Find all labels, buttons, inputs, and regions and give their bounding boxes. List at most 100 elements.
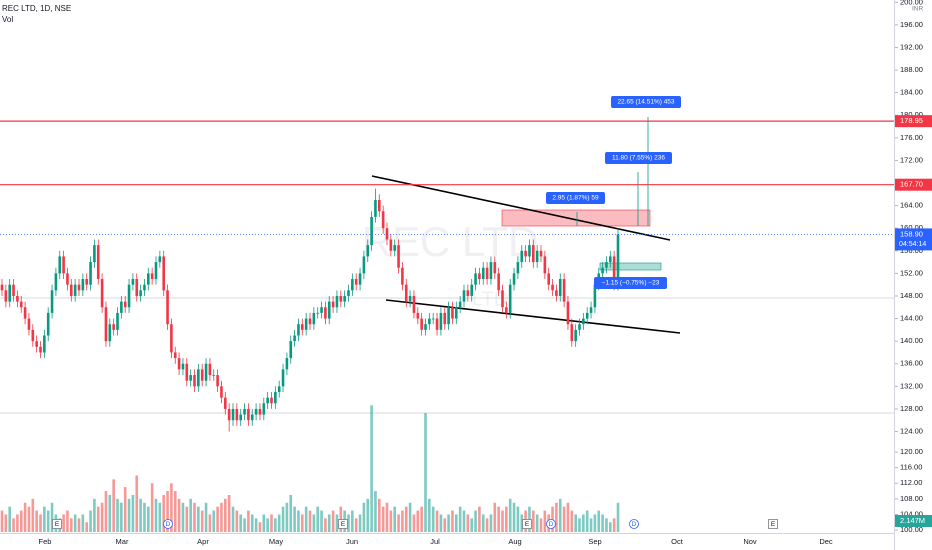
candle-body: [120, 301, 123, 313]
y2-tick-label: 100.00: [900, 525, 923, 534]
candle-body: [162, 256, 165, 291]
candle-body: [366, 245, 370, 257]
candle-body: [401, 267, 404, 285]
candle-body: [123, 301, 127, 308]
candle-body: [497, 273, 500, 291]
candle-body: [39, 346, 42, 353]
volume-bar: [177, 498, 181, 532]
candle-body: [154, 262, 158, 280]
volume-bar: [162, 494, 165, 532]
volume-bar: [12, 518, 15, 532]
candle-body: [254, 408, 258, 415]
volume-bar: [358, 514, 362, 532]
event-marker: [163, 519, 173, 529]
volume-bar: [478, 506, 481, 532]
volume-bar: [227, 494, 231, 532]
candle-body: [462, 290, 466, 302]
volume-bar: [324, 518, 327, 532]
volume-bar: [281, 506, 285, 532]
volume-bar: [16, 514, 19, 532]
y-tick-label: 164.00: [900, 201, 923, 210]
volume-bar: [193, 502, 196, 532]
volume-bar: [46, 510, 50, 532]
candle-body: [66, 273, 69, 285]
candle-body: [108, 324, 112, 342]
candle-body: [158, 256, 162, 263]
volume-bar: [616, 502, 620, 532]
level-badge-label: 167.70: [900, 180, 923, 189]
volume-bar: [347, 514, 350, 532]
candle-body: [508, 284, 512, 313]
watermark-sub: LTD: [472, 288, 508, 310]
volume-bar: [70, 518, 73, 532]
candle-body: [100, 279, 104, 308]
volume-bar: [277, 514, 281, 532]
candle-body: [354, 279, 358, 285]
volume-bar: [19, 510, 23, 532]
candle-body: [220, 386, 223, 398]
price-badge: [895, 228, 932, 251]
candle-body: [358, 273, 362, 285]
candle-body: [589, 307, 593, 313]
volume-bar: [81, 514, 85, 532]
candle-body: [547, 273, 550, 285]
chart-title: REC LTD, 1D, NSE: [2, 4, 71, 13]
volume-bar: [220, 502, 223, 532]
candle-body: [439, 312, 443, 330]
candle-body: [316, 312, 319, 314]
volume-bar: [331, 510, 335, 532]
volume-bar: [143, 502, 146, 532]
candle-body: [543, 256, 547, 274]
candles: [0, 188, 620, 432]
measure-label: −1.15 (−0.75%) −23: [602, 280, 660, 287]
volume-bar: [154, 498, 158, 532]
volume-bar: [50, 502, 54, 532]
event-marker: [522, 519, 532, 529]
y2-tick-label: 112.00: [900, 478, 922, 487]
volume-bar: [62, 514, 65, 532]
x-tick-label: Jul: [430, 537, 440, 546]
volume-bar: [543, 510, 547, 532]
candle-body: [443, 312, 447, 325]
event-label: D: [632, 521, 637, 528]
candle-body: [281, 369, 285, 387]
event-label: D: [549, 521, 554, 528]
volume-bar: [385, 502, 389, 532]
candle-body: [250, 414, 254, 421]
volume-bar: [312, 514, 316, 532]
candle-body: [566, 301, 570, 325]
y-tick-label: 144.00: [900, 314, 923, 323]
volume-bar: [327, 514, 331, 532]
volume-bar: [462, 510, 466, 532]
candle-body: [224, 397, 227, 409]
candle-body: [466, 290, 470, 296]
candle-body: [431, 318, 435, 320]
x-tick-label: Oct: [671, 537, 684, 546]
candle-body: [139, 290, 142, 296]
candle-body: [612, 256, 616, 285]
trend-line: [371, 175, 671, 241]
candle-body: [404, 284, 408, 302]
candle-body: [489, 262, 493, 280]
candle-body: [293, 335, 296, 342]
volume-bar: [539, 518, 543, 532]
volume-bar: [297, 510, 300, 532]
volume-bar: [551, 506, 554, 532]
candle-body: [166, 290, 169, 325]
candle-body: [112, 324, 115, 330]
volume-bar: [170, 483, 173, 532]
volume-bar: [274, 518, 277, 532]
candle-body: [532, 245, 535, 263]
volume-badge-label: 2.147M: [900, 516, 925, 525]
candle-body: [335, 295, 339, 308]
volume-bar: [189, 498, 192, 532]
volume-bar: [558, 498, 562, 532]
y2-tick-label: 108.00: [900, 494, 923, 503]
volume-bar: [320, 510, 323, 532]
candle-body: [455, 307, 458, 319]
candle-body: [212, 375, 216, 376]
volume-bar: [108, 494, 112, 532]
candle-body: [54, 273, 58, 291]
volume-badge: [895, 515, 932, 527]
candle-body: [474, 273, 477, 285]
